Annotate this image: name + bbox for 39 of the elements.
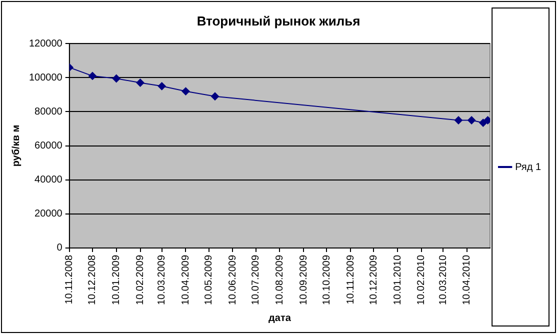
point	[454, 116, 462, 124]
point	[158, 82, 166, 90]
chart-title: Вторичный рынок жилья	[196, 13, 360, 28]
point	[88, 72, 96, 80]
y-tick-label: 20000	[34, 208, 63, 220]
y-tick-label: 60000	[34, 140, 63, 152]
point	[182, 87, 190, 96]
x-tick-label: 10.06.2009	[227, 254, 238, 306]
point	[136, 78, 144, 87]
x-tick-label: 10.11.2008	[64, 254, 76, 304]
x-tick-label: 10.03.2009	[156, 254, 168, 306]
x-tick-label: 10.05.2009	[204, 254, 215, 306]
point	[484, 116, 490, 124]
y-axis-title: руб/кв м	[10, 124, 22, 167]
x-tick-label: 10.02.2009	[135, 254, 146, 306]
point	[112, 74, 120, 83]
x-tick-label: 10.10.2009	[321, 254, 332, 306]
x-tick-label: 10.04.2009	[180, 254, 192, 306]
y-tick-label: 40000	[34, 174, 63, 186]
point	[468, 116, 476, 124]
x-tick-label: 10.02.2010	[416, 254, 428, 306]
x-tick-label: 10.01.2010	[392, 254, 404, 306]
legend-label: Ряд 1	[515, 162, 542, 173]
x-tick-label: 10.08.2009	[274, 254, 286, 306]
x-tick-label: 10.12.2009	[368, 254, 380, 306]
y-tick-label: 0	[56, 242, 63, 254]
x-tick-label: 10.07.2009	[250, 254, 262, 306]
point	[479, 118, 488, 127]
x-tick-label: 10.11.2009	[345, 254, 356, 304]
x-tick-label: 10.03.2010	[438, 254, 449, 306]
y-tick-label: 100000	[28, 72, 63, 84]
y-tick-label: 80000	[34, 106, 63, 118]
point	[210, 92, 219, 100]
y-tick-label: 120000	[28, 38, 63, 50]
x-tick-label: 10.12.2008	[87, 254, 98, 306]
x-tick-label: 10.09.2009	[298, 254, 310, 306]
x-tick-label: 10.04.2010	[462, 254, 473, 306]
x-tick-label: 10.01.2009	[111, 254, 122, 306]
x-axis-title: дата	[268, 312, 292, 324]
